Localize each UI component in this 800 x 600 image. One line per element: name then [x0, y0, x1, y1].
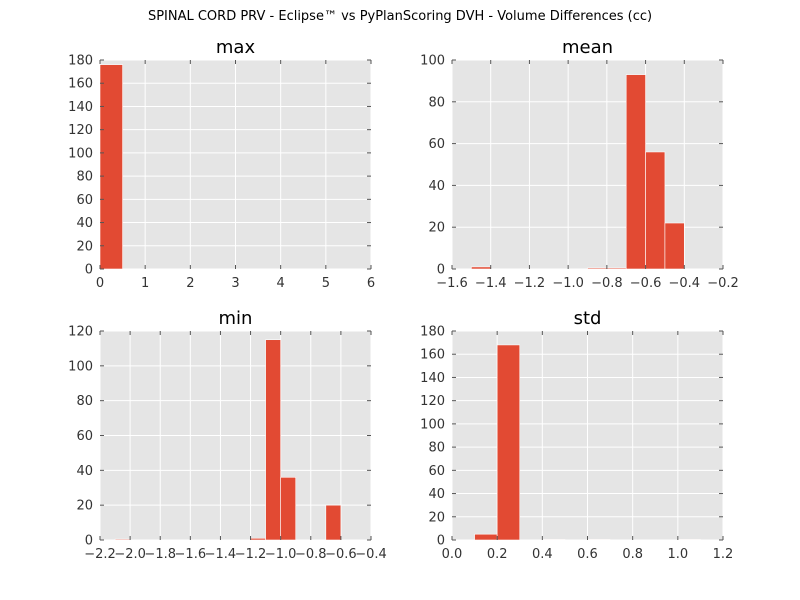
x-tick-label: −0.4	[355, 547, 387, 562]
y-tick-label: 20	[428, 510, 445, 525]
y-tick-label: 120	[68, 325, 93, 340]
y-tick-label: 180	[420, 325, 445, 340]
histogram-bar	[645, 151, 666, 270]
y-tick-label: 100	[68, 359, 93, 374]
y-tick-label: 60	[428, 137, 445, 152]
y-tick-label: 140	[420, 371, 445, 386]
y-tick-label: 60	[428, 464, 445, 479]
x-tick-label: −1.6	[175, 547, 207, 562]
histogram-bar	[99, 64, 123, 270]
y-tick-label: 100	[68, 146, 93, 161]
y-tick-label: 80	[76, 394, 93, 409]
x-tick-label: −1.2	[235, 547, 267, 562]
x-tick-label: −1.0	[265, 547, 297, 562]
x-tick-label: 0.2	[487, 547, 508, 562]
y-tick-label: 20	[76, 239, 93, 254]
histogram-bar	[664, 222, 685, 270]
x-tick-label: 1.2	[713, 547, 734, 562]
y-tick-label: 0	[85, 263, 93, 278]
y-tick-label: 20	[428, 221, 445, 236]
y-tick-label: 80	[76, 170, 93, 185]
x-tick-label: −0.6	[630, 276, 662, 291]
histogram-bar	[606, 267, 627, 270]
panel-title: std	[574, 308, 602, 329]
panel-title: max	[216, 37, 256, 58]
y-tick-label: 0	[437, 263, 445, 278]
x-tick-label: −1.2	[514, 276, 546, 291]
histogram-bar	[587, 539, 611, 541]
y-tick-label: 180	[68, 54, 93, 69]
x-tick-label: −1.4	[475, 276, 507, 291]
x-tick-label: 1	[141, 276, 149, 291]
x-tick-label: 4	[277, 276, 285, 291]
histogram-bar	[280, 476, 297, 541]
y-tick-label: 160	[420, 348, 445, 363]
histogram-bar	[625, 74, 646, 270]
panel-mean: −1.6 −1.4 −1.2 −1.0 −0.8 −0.6 −0.4 −0.2 0 20 40 60 8…	[420, 37, 739, 291]
x-tick-label: −1.8	[144, 547, 176, 562]
histogram-bar	[587, 267, 608, 270]
x-tick-label: −1.0	[552, 276, 584, 291]
y-tick-label: 100	[420, 417, 445, 432]
y-tick-label: 60	[76, 429, 93, 444]
x-tick-label: −1.6	[436, 276, 468, 291]
y-tick-label: 140	[68, 100, 93, 115]
x-tick-label: 3	[231, 276, 239, 291]
panel-title: min	[219, 308, 253, 329]
y-tick-label: 40	[76, 216, 93, 231]
y-tick-label: 40	[428, 179, 445, 194]
x-tick-label: 5	[322, 276, 330, 291]
x-tick-label: −1.4	[205, 547, 237, 562]
y-tick-label: 0	[437, 534, 445, 549]
histogram-bar	[542, 539, 566, 541]
x-tick-label: −0.4	[668, 276, 700, 291]
x-tick-label: −2.2	[84, 547, 116, 562]
y-tick-label: 40	[428, 487, 445, 502]
x-tick-label: 6	[367, 276, 375, 291]
y-tick-label: 120	[420, 394, 445, 409]
y-tick-label: 60	[76, 193, 93, 208]
y-tick-label: 0	[85, 534, 93, 549]
y-tick-label: 80	[428, 441, 445, 456]
histogram-bar	[325, 504, 342, 541]
histogram-bar	[114, 538, 131, 541]
y-tick-label: 80	[428, 95, 445, 110]
x-tick-label: −2.0	[114, 547, 146, 562]
histogram-bar	[677, 539, 701, 541]
x-tick-label: −0.2	[707, 276, 739, 291]
x-tick-label: 0.4	[532, 547, 553, 562]
histogram-bar	[471, 266, 492, 270]
x-tick-label: 0	[96, 276, 104, 291]
panel-std: 0.0 0.2 0.4 0.6 0.8 1.0 1.2 0 20 40 60 80 100 120 140 1…	[420, 308, 733, 562]
x-tick-label: −0.6	[325, 547, 357, 562]
x-tick-label: 0.6	[577, 547, 598, 562]
histogram-bar	[496, 344, 521, 541]
y-tick-label: 20	[76, 499, 93, 514]
x-tick-label: 2	[186, 276, 194, 291]
x-tick-label: 0.0	[442, 547, 463, 562]
y-tick-label: 100	[420, 54, 445, 69]
x-tick-label: 1.0	[667, 547, 688, 562]
y-tick-label: 40	[76, 464, 93, 479]
x-tick-label: 0.8	[622, 547, 643, 562]
panel-title: mean	[562, 37, 613, 58]
histogram-bar	[474, 533, 498, 541]
histogram-bar	[250, 537, 266, 541]
y-tick-label: 120	[68, 123, 93, 138]
x-tick-label: −0.8	[295, 547, 327, 562]
histogram-bar	[265, 339, 281, 541]
panel-min: −2.2−2.0−1.8−1.6−1.4−1.2−1.0−0.8−0.6−0.4…	[68, 308, 387, 562]
y-tick-label: 160	[68, 77, 93, 92]
figure-title: SPINAL CORD PRV - Eclipse™ vs PyPlanScor…	[147, 9, 653, 24]
x-tick-label: −0.8	[591, 276, 623, 291]
